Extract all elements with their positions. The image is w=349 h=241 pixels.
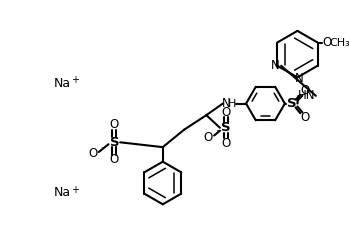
Text: O: O [110,118,119,131]
Text: S: S [110,136,119,149]
Text: HN: HN [297,89,315,102]
Text: O: O [300,84,310,97]
Text: O: O [110,153,119,166]
Text: H: H [228,99,237,108]
Text: O: O [300,111,310,124]
Text: O: O [88,147,98,161]
Text: Na: Na [53,186,70,199]
Text: O: O [204,131,213,144]
Text: Na: Na [53,77,70,90]
Text: S: S [221,121,231,134]
Text: N: N [271,59,280,72]
Text: O: O [322,36,332,49]
Text: N: N [222,97,231,110]
Text: ⁻: ⁻ [215,129,221,139]
Text: O: O [221,137,230,150]
Text: +: + [71,75,79,85]
Text: +: + [71,185,79,195]
Text: ⁻: ⁻ [100,145,105,155]
Text: CH₃: CH₃ [329,38,349,47]
Text: S: S [287,97,296,110]
Text: O: O [221,106,230,119]
Text: N: N [295,72,304,85]
